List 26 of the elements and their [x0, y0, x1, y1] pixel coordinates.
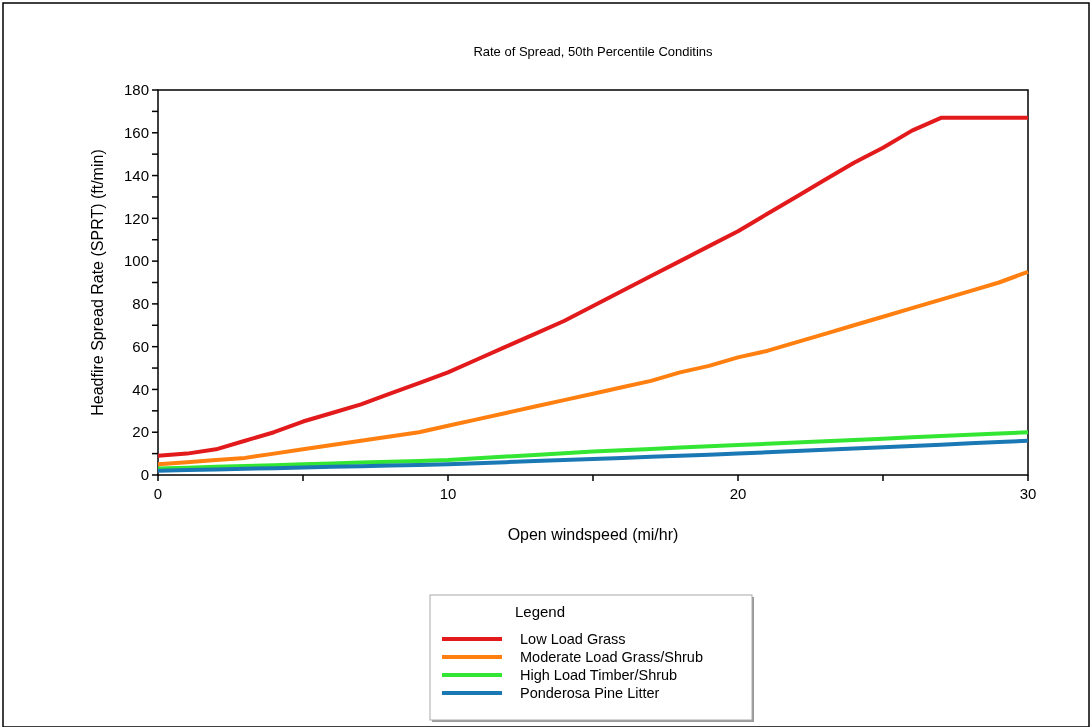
- y-tick-label: 80: [132, 295, 149, 313]
- x-tick-label: 30: [1019, 485, 1037, 502]
- line-series: [156, 115, 1030, 458]
- legend-label: High Load Timber/Shrub: [520, 667, 678, 684]
- y-tick-label: 0: [140, 466, 149, 484]
- line-series: [156, 438, 1030, 473]
- y-tick-label: 160: [123, 124, 149, 142]
- legend-label: Moderate Load Grass/Shrub: [520, 649, 703, 666]
- line-series: [156, 269, 1030, 467]
- y-tick-label: 180: [123, 81, 149, 99]
- y-tick-label: 140: [123, 166, 149, 184]
- legend-label: Ponderosa Pine Litter: [520, 685, 660, 702]
- y-tick-label: 60: [132, 337, 149, 355]
- y-tick-label: 100: [123, 252, 149, 270]
- x-axis-title: Open windspeed (mi/hr): [507, 526, 679, 543]
- x-tick-label: 20: [729, 485, 747, 502]
- chart-title: Rate of Spread, 50th Percentile Conditins: [473, 44, 714, 59]
- legend-label: Low Load Grass: [520, 631, 626, 648]
- legend-title: Legend: [514, 603, 566, 620]
- x-tick-label: 0: [153, 485, 163, 502]
- line-series: [156, 430, 1030, 471]
- y-tick-label: 120: [123, 209, 149, 227]
- y-tick-label: 20: [132, 423, 149, 441]
- y-axis-title: Headfire Spread Rate (SPRT) (ft/min): [89, 149, 106, 416]
- y-tick-label: 40: [132, 380, 149, 398]
- x-tick-label: 10: [439, 485, 457, 502]
